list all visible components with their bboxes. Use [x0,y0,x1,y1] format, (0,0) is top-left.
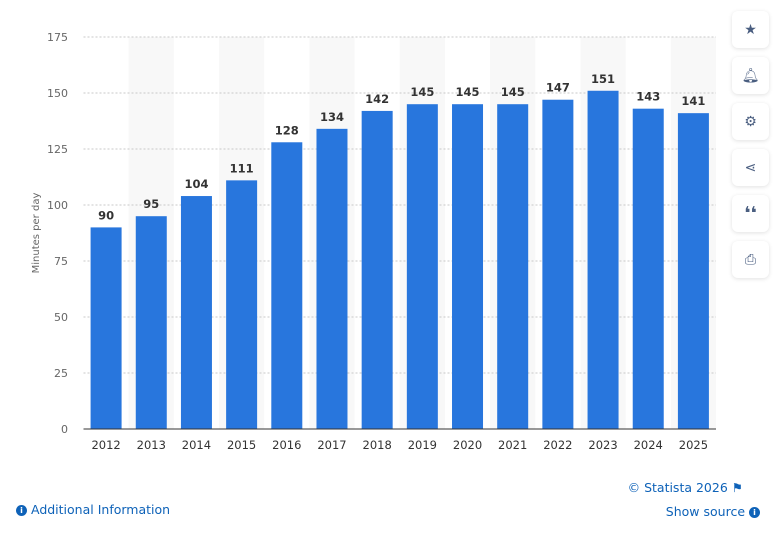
data-label: 95 [143,197,159,211]
x-tick-label: 2013 [137,438,166,452]
data-label: 134 [320,110,344,124]
print-icon: ⎙ [744,251,757,268]
y-tick-label: 50 [54,311,68,324]
additional-information-link[interactable]: i Additional Information [16,502,170,517]
bar [361,110,393,430]
data-label: 111 [230,161,254,175]
bar [542,99,574,429]
data-label: 151 [591,72,615,86]
settings-button[interactable]: ⚙ [732,103,769,140]
x-tick-label: 2024 [634,438,663,452]
data-label: 90 [98,208,114,222]
data-label: 143 [636,90,660,104]
data-label: 141 [681,94,705,108]
x-tick-label: 2023 [588,438,617,452]
bar [497,104,529,429]
y-tick-label: 125 [47,143,68,156]
gear-icon: ⚙ [744,113,757,130]
y-tick-label: 0 [61,423,68,436]
quote-icon: ❛❛ [744,203,757,224]
flag-icon: ⚑ [731,480,743,495]
x-tick-label: 2021 [498,438,527,452]
cite-button[interactable]: ❛❛ [732,195,769,232]
copyright-link[interactable]: © Statista 2026 ⚑ [627,480,743,495]
data-label: 145 [456,85,480,99]
x-tick-label: 2017 [317,438,346,452]
x-tick-label: 2014 [182,438,211,452]
y-tick-label: 100 [47,199,68,212]
x-tick-label: 2025 [679,438,708,452]
info-icon: i [749,507,760,518]
bar [271,142,303,429]
x-tick-label: 2015 [227,438,256,452]
y-tick-label: 25 [54,367,68,380]
bar [677,113,709,429]
y-tick-label: 150 [47,87,68,100]
data-label: 142 [365,92,389,106]
bar [632,108,664,430]
bar [135,216,167,429]
data-label: 147 [546,81,570,95]
x-tick-label: 2012 [91,438,120,452]
x-tick-label: 2016 [272,438,301,452]
bar [406,104,438,429]
y-tick-label: 75 [54,255,68,268]
y-tick-label: 175 [47,31,68,44]
share-button[interactable]: ⋖ [732,149,769,186]
data-label: 145 [501,85,525,99]
data-label: 128 [275,123,299,137]
bar [90,227,122,429]
show-source-link[interactable]: Show source i [666,504,760,519]
bar [587,90,619,429]
bar-chart: 0 25 50 75 100 125 150 175 Minutes per day 90 2012… [31,31,716,452]
bell-icon: 🔔︎ [741,67,760,84]
info-icon: i [16,505,27,516]
bar [452,104,484,429]
data-label: 145 [410,85,434,99]
x-tick-label: 2020 [453,438,482,452]
y-axis-label: Minutes per day [31,193,42,274]
x-tick-label: 2022 [543,438,572,452]
bar [226,180,258,429]
x-tick-label: 2018 [363,438,392,452]
notification-button[interactable]: 🔔︎ [732,57,769,94]
data-label: 104 [184,177,208,191]
star-icon: ★ [744,21,757,38]
bar [180,196,212,429]
share-icon: ⋖ [744,159,757,176]
bar [316,128,348,429]
print-button[interactable]: ⎙ [732,241,769,278]
favorite-button[interactable]: ★ [732,11,769,48]
x-tick-label: 2019 [408,438,437,452]
